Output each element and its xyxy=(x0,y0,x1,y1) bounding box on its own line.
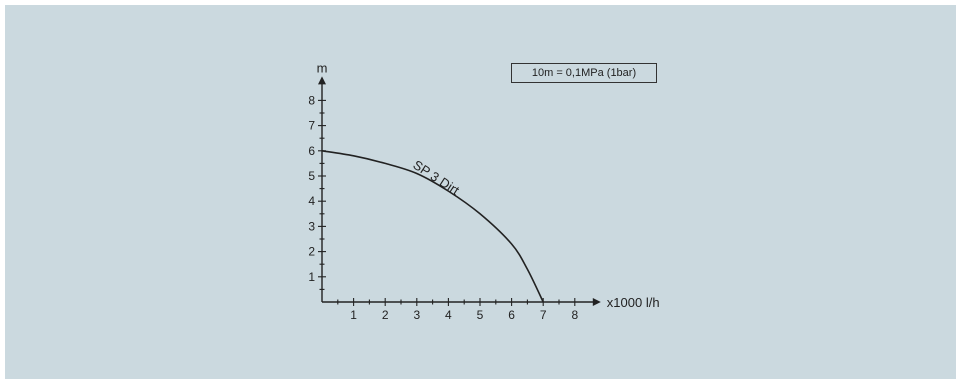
series-label-sp3-dirt: SP 3 Dirt xyxy=(410,157,462,198)
x-axis-arrow xyxy=(592,298,601,306)
x-tick-label: 5 xyxy=(477,308,484,322)
series-line-sp3-dirt xyxy=(321,150,544,303)
ticks xyxy=(318,99,576,306)
x-tick-label: 3 xyxy=(413,308,420,322)
axes xyxy=(318,76,601,306)
y-tick-label: 3 xyxy=(308,219,315,233)
x-tick-label: 6 xyxy=(508,308,515,322)
y-tick-label: 7 xyxy=(308,119,315,133)
x-tick-label: 7 xyxy=(540,308,547,322)
y-axis-title: m xyxy=(317,60,328,75)
y-tick-label: 8 xyxy=(308,93,315,107)
y-tick-label: 1 xyxy=(308,270,315,284)
x-tick-label: 8 xyxy=(571,308,578,322)
y-tick-label: 5 xyxy=(308,169,315,183)
unit-conversion-note: 10m = 0,1MPa (1bar) xyxy=(511,63,657,83)
y-axis-arrow xyxy=(318,76,326,85)
y-tick-label: 4 xyxy=(308,194,315,208)
x-tick-label: 1 xyxy=(350,308,357,322)
y-tick-label: 2 xyxy=(308,245,315,259)
tick-labels: 1 2 3 4 5 6 7 8 1 2 3 4 5 6 7 8 xyxy=(308,93,578,322)
x-tick-label: 2 xyxy=(382,308,389,322)
x-tick-label: 4 xyxy=(445,308,452,322)
x-axis-title: x1000 l/h xyxy=(607,295,660,310)
chart-panel xyxy=(5,5,956,379)
y-tick-label: 6 xyxy=(308,144,315,158)
